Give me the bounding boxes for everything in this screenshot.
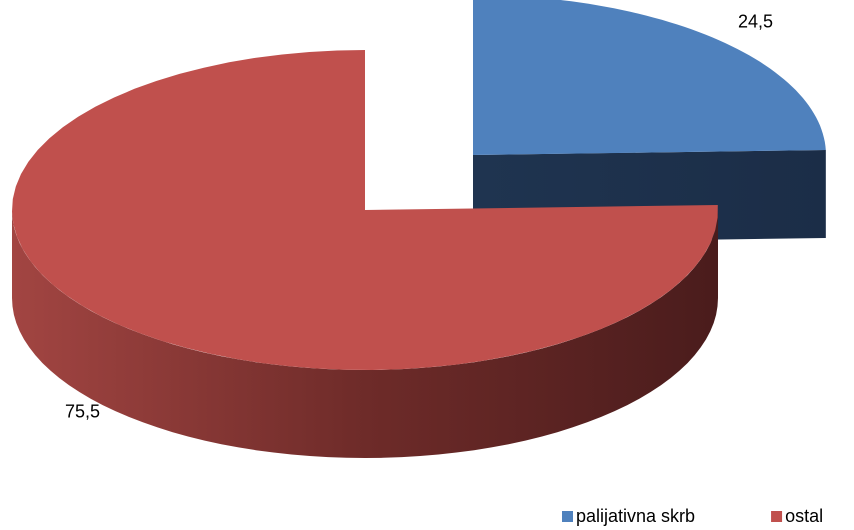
data-label: 75,5 [65, 401, 100, 421]
slice [473, 0, 826, 155]
slice [12, 50, 718, 370]
legend-swatch [771, 511, 783, 522]
legend-swatch [562, 511, 573, 522]
legend-label: palijativna skrb [576, 506, 695, 526]
data-label: 24,5 [738, 12, 773, 32]
slice-side [12, 210, 718, 458]
legend: palijativna skrb ostal [562, 506, 823, 526]
legend-label: ostal [785, 506, 823, 526]
pie: 24,5 75,5 [12, 0, 826, 458]
